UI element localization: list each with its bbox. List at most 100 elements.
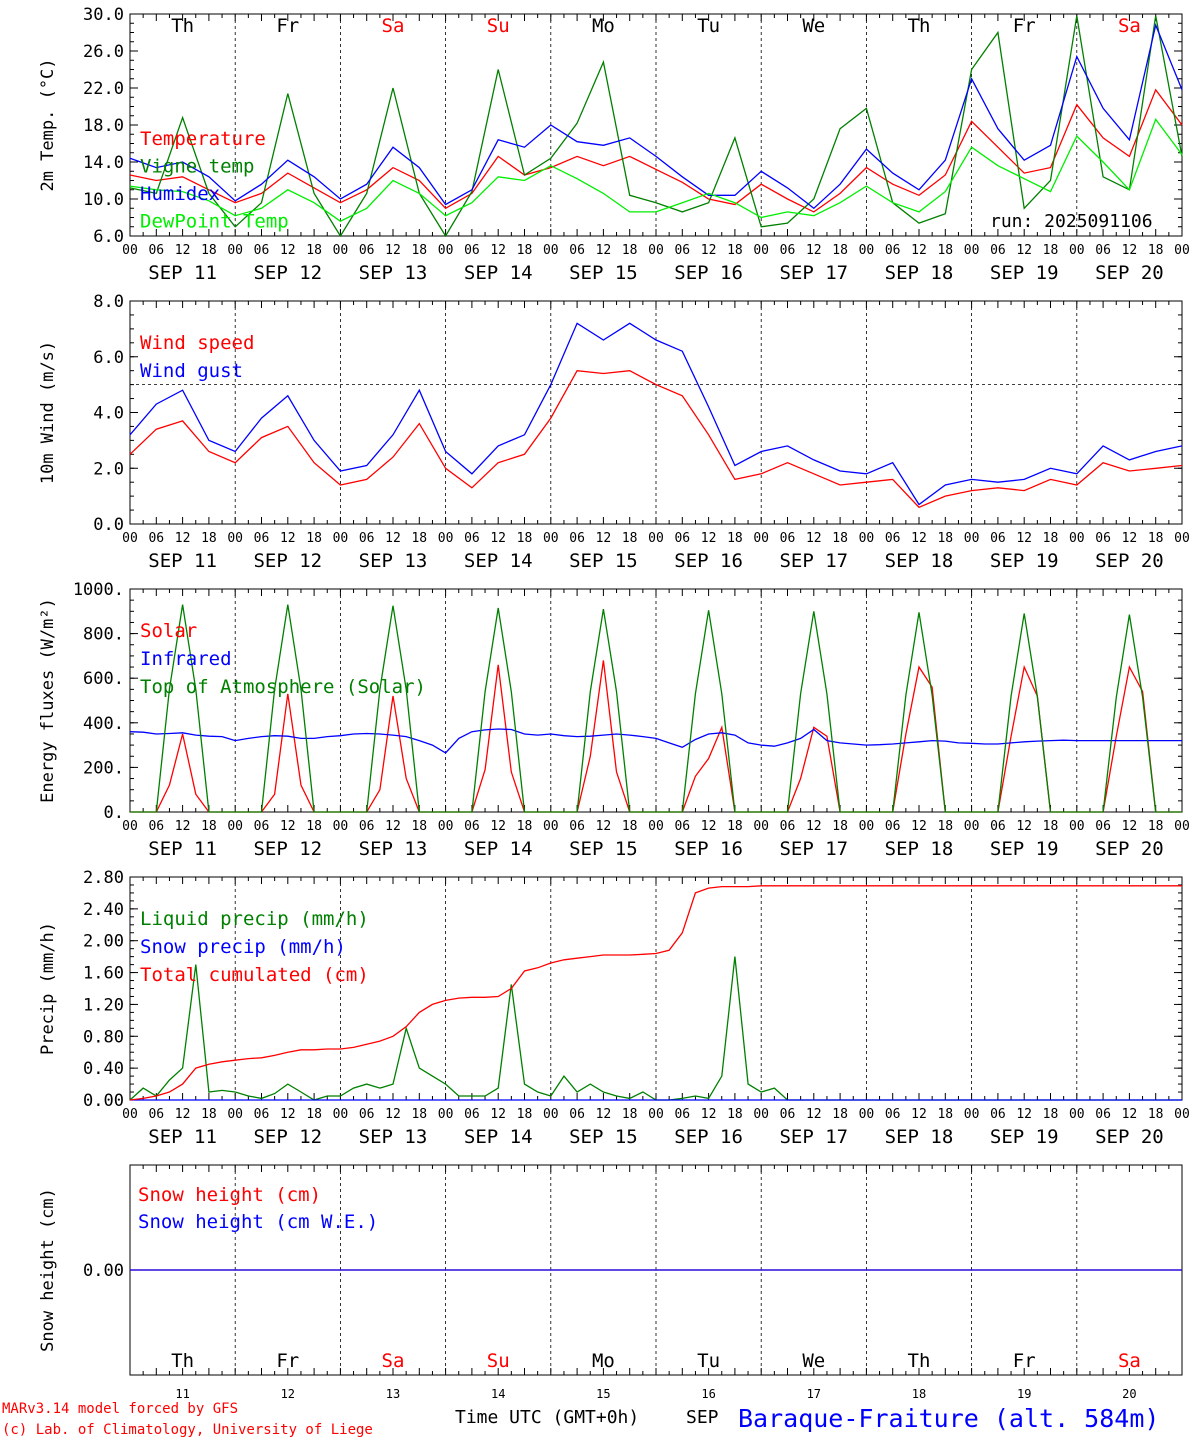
hour-tick-label: 06 [464, 819, 480, 834]
day-number: 15 [596, 1387, 610, 1401]
hour-tick-label: 06 [148, 531, 164, 546]
date-label: SEP 13 [359, 550, 428, 572]
day-number: 14 [491, 1387, 505, 1401]
hour-tick-label: 06 [569, 1107, 585, 1122]
hour-tick-label: 12 [490, 1107, 506, 1122]
hour-tick-label: 00 [859, 819, 875, 834]
hour-tick-label: 12 [490, 531, 506, 546]
hour-tick-label: 12 [596, 531, 612, 546]
hour-tick-label: 18 [832, 819, 848, 834]
hour-tick-label: 18 [1148, 1107, 1164, 1122]
hour-tick-label: 06 [885, 1107, 901, 1122]
hour-tick-label: 00 [227, 243, 243, 258]
hour-tick-label: 06 [1095, 243, 1111, 258]
y-tick-label: 2.40 [83, 900, 124, 920]
hour-tick-label: 06 [780, 819, 796, 834]
date-label: SEP 17 [779, 550, 848, 572]
y-tick-label: 2.00 [83, 932, 124, 952]
date-label: SEP 15 [569, 838, 638, 860]
hour-tick-label: 18 [1043, 243, 1059, 258]
legend-entry: Infrared [140, 648, 232, 670]
hour-tick-label: 06 [359, 243, 375, 258]
hour-tick-label: 00 [333, 1107, 349, 1122]
hour-tick-label: 06 [990, 243, 1006, 258]
hour-tick-label: 06 [674, 1107, 690, 1122]
day-name: Th [908, 15, 931, 37]
date-label: SEP 20 [1095, 550, 1164, 572]
hour-tick-label: 00 [1174, 1107, 1190, 1122]
hour-tick-label: 00 [1069, 531, 1085, 546]
day-name: Th [171, 1350, 194, 1372]
date-label: SEP 12 [253, 1126, 322, 1148]
hour-tick-label: 00 [648, 1107, 664, 1122]
hour-tick-label: 00 [648, 819, 664, 834]
series-line [129, 322, 1183, 506]
day-name: Sa [1118, 1350, 1141, 1372]
hour-tick-label: 00 [543, 1107, 559, 1122]
y-tick-label: 26.0 [83, 42, 124, 62]
hour-tick-label: 12 [911, 243, 927, 258]
hour-tick-label: 18 [1148, 819, 1164, 834]
day-number: 13 [386, 1387, 400, 1401]
hour-tick-label: 12 [385, 819, 401, 834]
hour-tick-label: 12 [175, 531, 191, 546]
hour-tick-label: 06 [359, 1107, 375, 1122]
panel-3: 0. 200. 400. 600. 800. 1000. Energy fluxes (W/… [38, 580, 1190, 860]
footer: MARv3.14 model forced by GFS (c) Lab. of… [2, 1401, 1159, 1438]
day-name: Fr [276, 15, 299, 37]
date-label: SEP 20 [1095, 838, 1164, 860]
hour-tick-label: 06 [780, 243, 796, 258]
legend-entry: DewPoint Temp [140, 211, 289, 233]
hour-tick-label: 18 [306, 243, 322, 258]
hour-tick-label: 06 [569, 819, 585, 834]
hour-tick-label: 00 [1069, 243, 1085, 258]
y-tick-label: 200. [83, 758, 124, 778]
y-tick-label: 600. [83, 669, 124, 689]
y-tick-label: 400. [83, 714, 124, 734]
y-tick-label: 22.0 [83, 79, 124, 99]
y-axis-label: Energy fluxes (W/m²) [38, 598, 58, 803]
date-label: SEP 15 [569, 262, 638, 284]
day-name: We [802, 15, 825, 37]
hour-tick-label: 12 [701, 531, 717, 546]
hour-tick-label: 12 [1122, 819, 1138, 834]
hour-tick-label: 18 [201, 531, 217, 546]
day-name: Sa [1118, 15, 1141, 37]
legend-entry: Wind speed [140, 332, 254, 354]
hour-tick-label: 12 [175, 243, 191, 258]
hour-tick-label: 06 [990, 531, 1006, 546]
hour-tick-label: 18 [411, 531, 427, 546]
hour-tick-label: 06 [254, 243, 270, 258]
hour-tick-label: 12 [596, 243, 612, 258]
date-label: SEP 19 [990, 1126, 1059, 1148]
hour-tick-label: 00 [964, 1107, 980, 1122]
day-name: Fr [1013, 1350, 1036, 1372]
hour-tick-label: 06 [1095, 531, 1111, 546]
hour-tick-label: 18 [727, 819, 743, 834]
day-number: 11 [175, 1387, 189, 1401]
hour-tick-label: 00 [1174, 531, 1190, 546]
hour-tick-label: 18 [622, 243, 638, 258]
hour-tick-label: 06 [254, 1107, 270, 1122]
hour-tick-label: 12 [596, 819, 612, 834]
chart-panels: 6.0 10.0 14.0 18.0 22.0 26.0 30.0 2m Temp. (°C)… [38, 5, 1190, 1401]
hour-tick-label: 18 [727, 531, 743, 546]
hour-tick-label: 12 [175, 819, 191, 834]
day-name: Mo [592, 15, 615, 37]
day-name: Fr [276, 1350, 299, 1372]
hour-tick-label: 18 [1043, 819, 1059, 834]
hour-tick-label: 00 [859, 531, 875, 546]
hour-tick-label: 00 [964, 819, 980, 834]
hour-tick-label: 06 [569, 243, 585, 258]
hour-tick-label: 06 [885, 819, 901, 834]
hour-tick-label: 06 [885, 531, 901, 546]
y-tick-label: 1.20 [83, 995, 124, 1015]
hour-tick-label: 00 [648, 531, 664, 546]
y-tick-label: 1.60 [83, 964, 124, 984]
day-name: Tu [697, 1350, 720, 1372]
y-tick-label: 2.0 [93, 459, 124, 479]
hour-tick-label: 06 [780, 531, 796, 546]
hour-tick-label: 12 [280, 243, 296, 258]
date-label: SEP 14 [464, 838, 533, 860]
hour-tick-label: 18 [201, 243, 217, 258]
